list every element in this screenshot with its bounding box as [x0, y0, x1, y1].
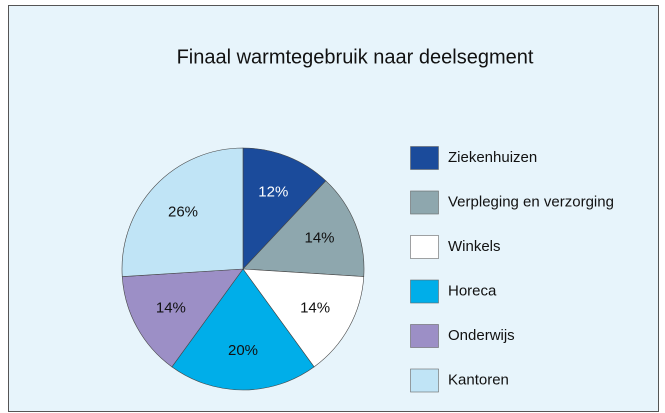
pie-slice: [242, 268, 365, 368]
value-label: 14%: [156, 300, 186, 317]
value-label: 26%: [168, 204, 198, 221]
pie-slice: [171, 268, 315, 391]
pie-slice: [242, 180, 365, 277]
value-label: 14%: [300, 300, 330, 317]
value-label: 12%: [258, 183, 288, 200]
legend-text: Onderwijs: [448, 327, 515, 344]
legend-swatch: [410, 190, 439, 215]
legend-text: Horeca: [448, 282, 497, 299]
pie-slice: [242, 147, 327, 270]
pie-slice: [121, 147, 244, 277]
legend-swatch: [410, 324, 439, 348]
legend-text: Ziekenhuizen: [448, 149, 537, 166]
legend-text: Verpleging en verzorging: [448, 193, 614, 210]
chart-title: Finaal warmtegebruik naar deelsegment: [177, 46, 534, 68]
legend-text: Kantoren: [448, 371, 509, 388]
legend-text: Winkels: [448, 238, 501, 255]
value-label: 20%: [228, 342, 258, 359]
legend-swatch: [410, 235, 439, 259]
legend-swatch: [410, 368, 439, 393]
legend-swatch: [410, 279, 439, 304]
legend-swatch: [410, 146, 439, 170]
value-label: 14%: [304, 230, 334, 247]
pie-slice: [121, 268, 244, 368]
